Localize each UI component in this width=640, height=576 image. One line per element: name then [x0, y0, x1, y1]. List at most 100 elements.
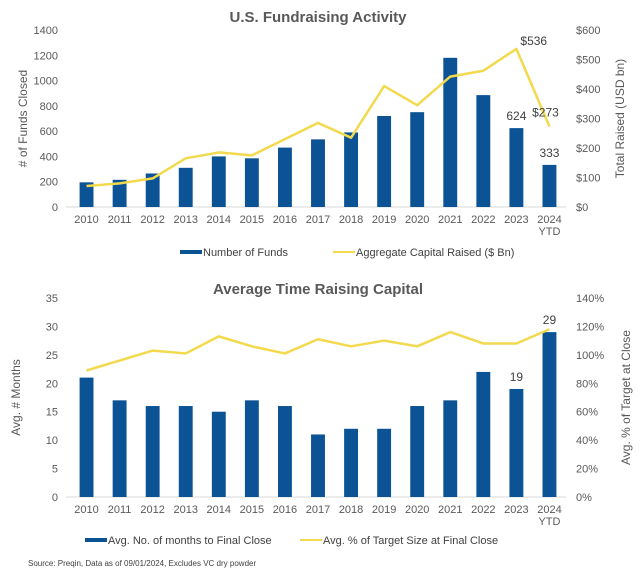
- x-tick-label: 2023: [504, 504, 528, 516]
- bar: [145, 406, 160, 497]
- x-tick-label: 2012: [140, 214, 164, 226]
- y-axis-title: Avg. # Months: [9, 359, 23, 436]
- x-tick-label: 2011: [108, 214, 132, 226]
- bar: [542, 332, 557, 497]
- bar: [79, 377, 94, 497]
- x-tick-label: 2016: [273, 504, 297, 516]
- y2-tick-label: $500: [576, 55, 600, 67]
- x-tick-label: 2020: [405, 214, 429, 226]
- bar: [244, 400, 259, 497]
- bar: [311, 434, 325, 497]
- bar: [443, 57, 458, 207]
- y-tick-label: 20: [46, 378, 58, 390]
- bar: [410, 406, 425, 497]
- y-tick-label: 0: [52, 492, 58, 504]
- x-tick-label: YTD: [538, 226, 560, 238]
- x-tick-label: 2019: [372, 214, 396, 226]
- bar: [277, 147, 292, 207]
- chart-title: U.S. Fundraising Activity: [230, 9, 408, 26]
- legend-label-line: Avg. % of Target Size at Final Close: [323, 535, 498, 547]
- legend-swatch-bar: [85, 538, 107, 542]
- bar: [145, 173, 160, 207]
- y2-tick-label: 80%: [576, 378, 598, 390]
- y-tick-label: 5: [52, 464, 58, 476]
- x-tick-label: 2012: [140, 504, 164, 516]
- x-tick-label: 2019: [372, 504, 396, 516]
- x-tick-label: 2013: [173, 214, 197, 226]
- bar: [211, 156, 226, 207]
- legend-label-line: Aggregate Capital Raised ($ Bn): [356, 247, 514, 259]
- y-tick-label: 0: [52, 202, 58, 214]
- x-tick-label: 2017: [306, 214, 330, 226]
- source-note: Source: Preqin, Data as of 09/01/2024, E…: [28, 559, 256, 568]
- bar-data-label: 19: [510, 370, 524, 384]
- x-tick-label: 2011: [108, 504, 132, 516]
- x-tick-label: 2021: [438, 504, 462, 516]
- bar: [476, 95, 491, 207]
- x-tick-label: 2010: [74, 504, 98, 516]
- x-tick-label: 2017: [306, 504, 330, 516]
- y2-tick-label: $400: [576, 84, 600, 96]
- bar: [509, 128, 524, 207]
- x-tick-label: 2021: [438, 214, 462, 226]
- bar: [542, 164, 557, 207]
- bar: [476, 371, 491, 497]
- x-tick-label: 2020: [405, 504, 429, 516]
- y2-tick-label: $300: [576, 114, 600, 126]
- bar: [344, 132, 359, 207]
- x-tick-label: 2022: [471, 214, 495, 226]
- bar: [410, 112, 425, 207]
- y-tick-label: 400: [40, 151, 58, 163]
- x-tick-label: 2024: [537, 504, 561, 516]
- bar: [178, 406, 193, 497]
- bar: [311, 139, 325, 207]
- y-tick-label: 15: [46, 407, 58, 419]
- bar: [509, 388, 524, 497]
- y-tick-label: 1400: [34, 25, 58, 37]
- y-tick-label: 1000: [34, 76, 58, 88]
- x-tick-label: 2015: [240, 214, 264, 226]
- bar: [377, 428, 392, 497]
- y2-tick-label: $200: [576, 143, 600, 155]
- y2-tick-label: 0%: [576, 492, 592, 504]
- x-tick-label: 2014: [207, 214, 231, 226]
- y-tick-label: 35: [46, 293, 58, 305]
- x-tick-label: 2022: [471, 504, 495, 516]
- y2-tick-label: 100%: [576, 350, 604, 362]
- legend-label-bar: Number of Funds: [203, 247, 288, 259]
- bar: [112, 179, 127, 207]
- x-tick-label: 2023: [504, 214, 528, 226]
- y-tick-label: 10: [46, 435, 58, 447]
- x-tick-label: 2015: [240, 504, 264, 516]
- line-series: [86, 328, 550, 372]
- y-tick-label: 800: [40, 101, 58, 113]
- y2-tick-label: 40%: [576, 435, 598, 447]
- bar: [344, 428, 359, 497]
- y-tick-label: 25: [46, 350, 58, 362]
- x-tick-label: 2016: [273, 214, 297, 226]
- y2-tick-label: $600: [576, 25, 600, 37]
- chart-title: Average Time Raising Capital: [213, 281, 423, 298]
- y-tick-label: 200: [40, 177, 58, 189]
- y2-tick-label: 20%: [576, 464, 598, 476]
- bar: [79, 182, 94, 207]
- x-tick-label: 2010: [74, 214, 98, 226]
- line-data-label: $273: [532, 105, 559, 119]
- legend-swatch-bar: [180, 250, 202, 254]
- x-tick-label: 2018: [339, 214, 363, 226]
- x-tick-label: YTD: [538, 516, 560, 528]
- y-tick-label: 1200: [34, 50, 58, 62]
- bar: [443, 400, 458, 497]
- x-tick-label: 2018: [339, 504, 363, 516]
- line-data-label: $536: [520, 34, 547, 48]
- bar: [377, 115, 392, 207]
- bar: [277, 406, 292, 497]
- bar: [112, 400, 127, 497]
- bar: [178, 167, 193, 207]
- bar: [244, 158, 259, 207]
- bar-data-label: 333: [539, 146, 559, 160]
- y2-tick-label: 140%: [576, 293, 604, 305]
- x-tick-label: 2013: [173, 504, 197, 516]
- y2-axis-title: Avg. % of Target at Close: [619, 330, 633, 465]
